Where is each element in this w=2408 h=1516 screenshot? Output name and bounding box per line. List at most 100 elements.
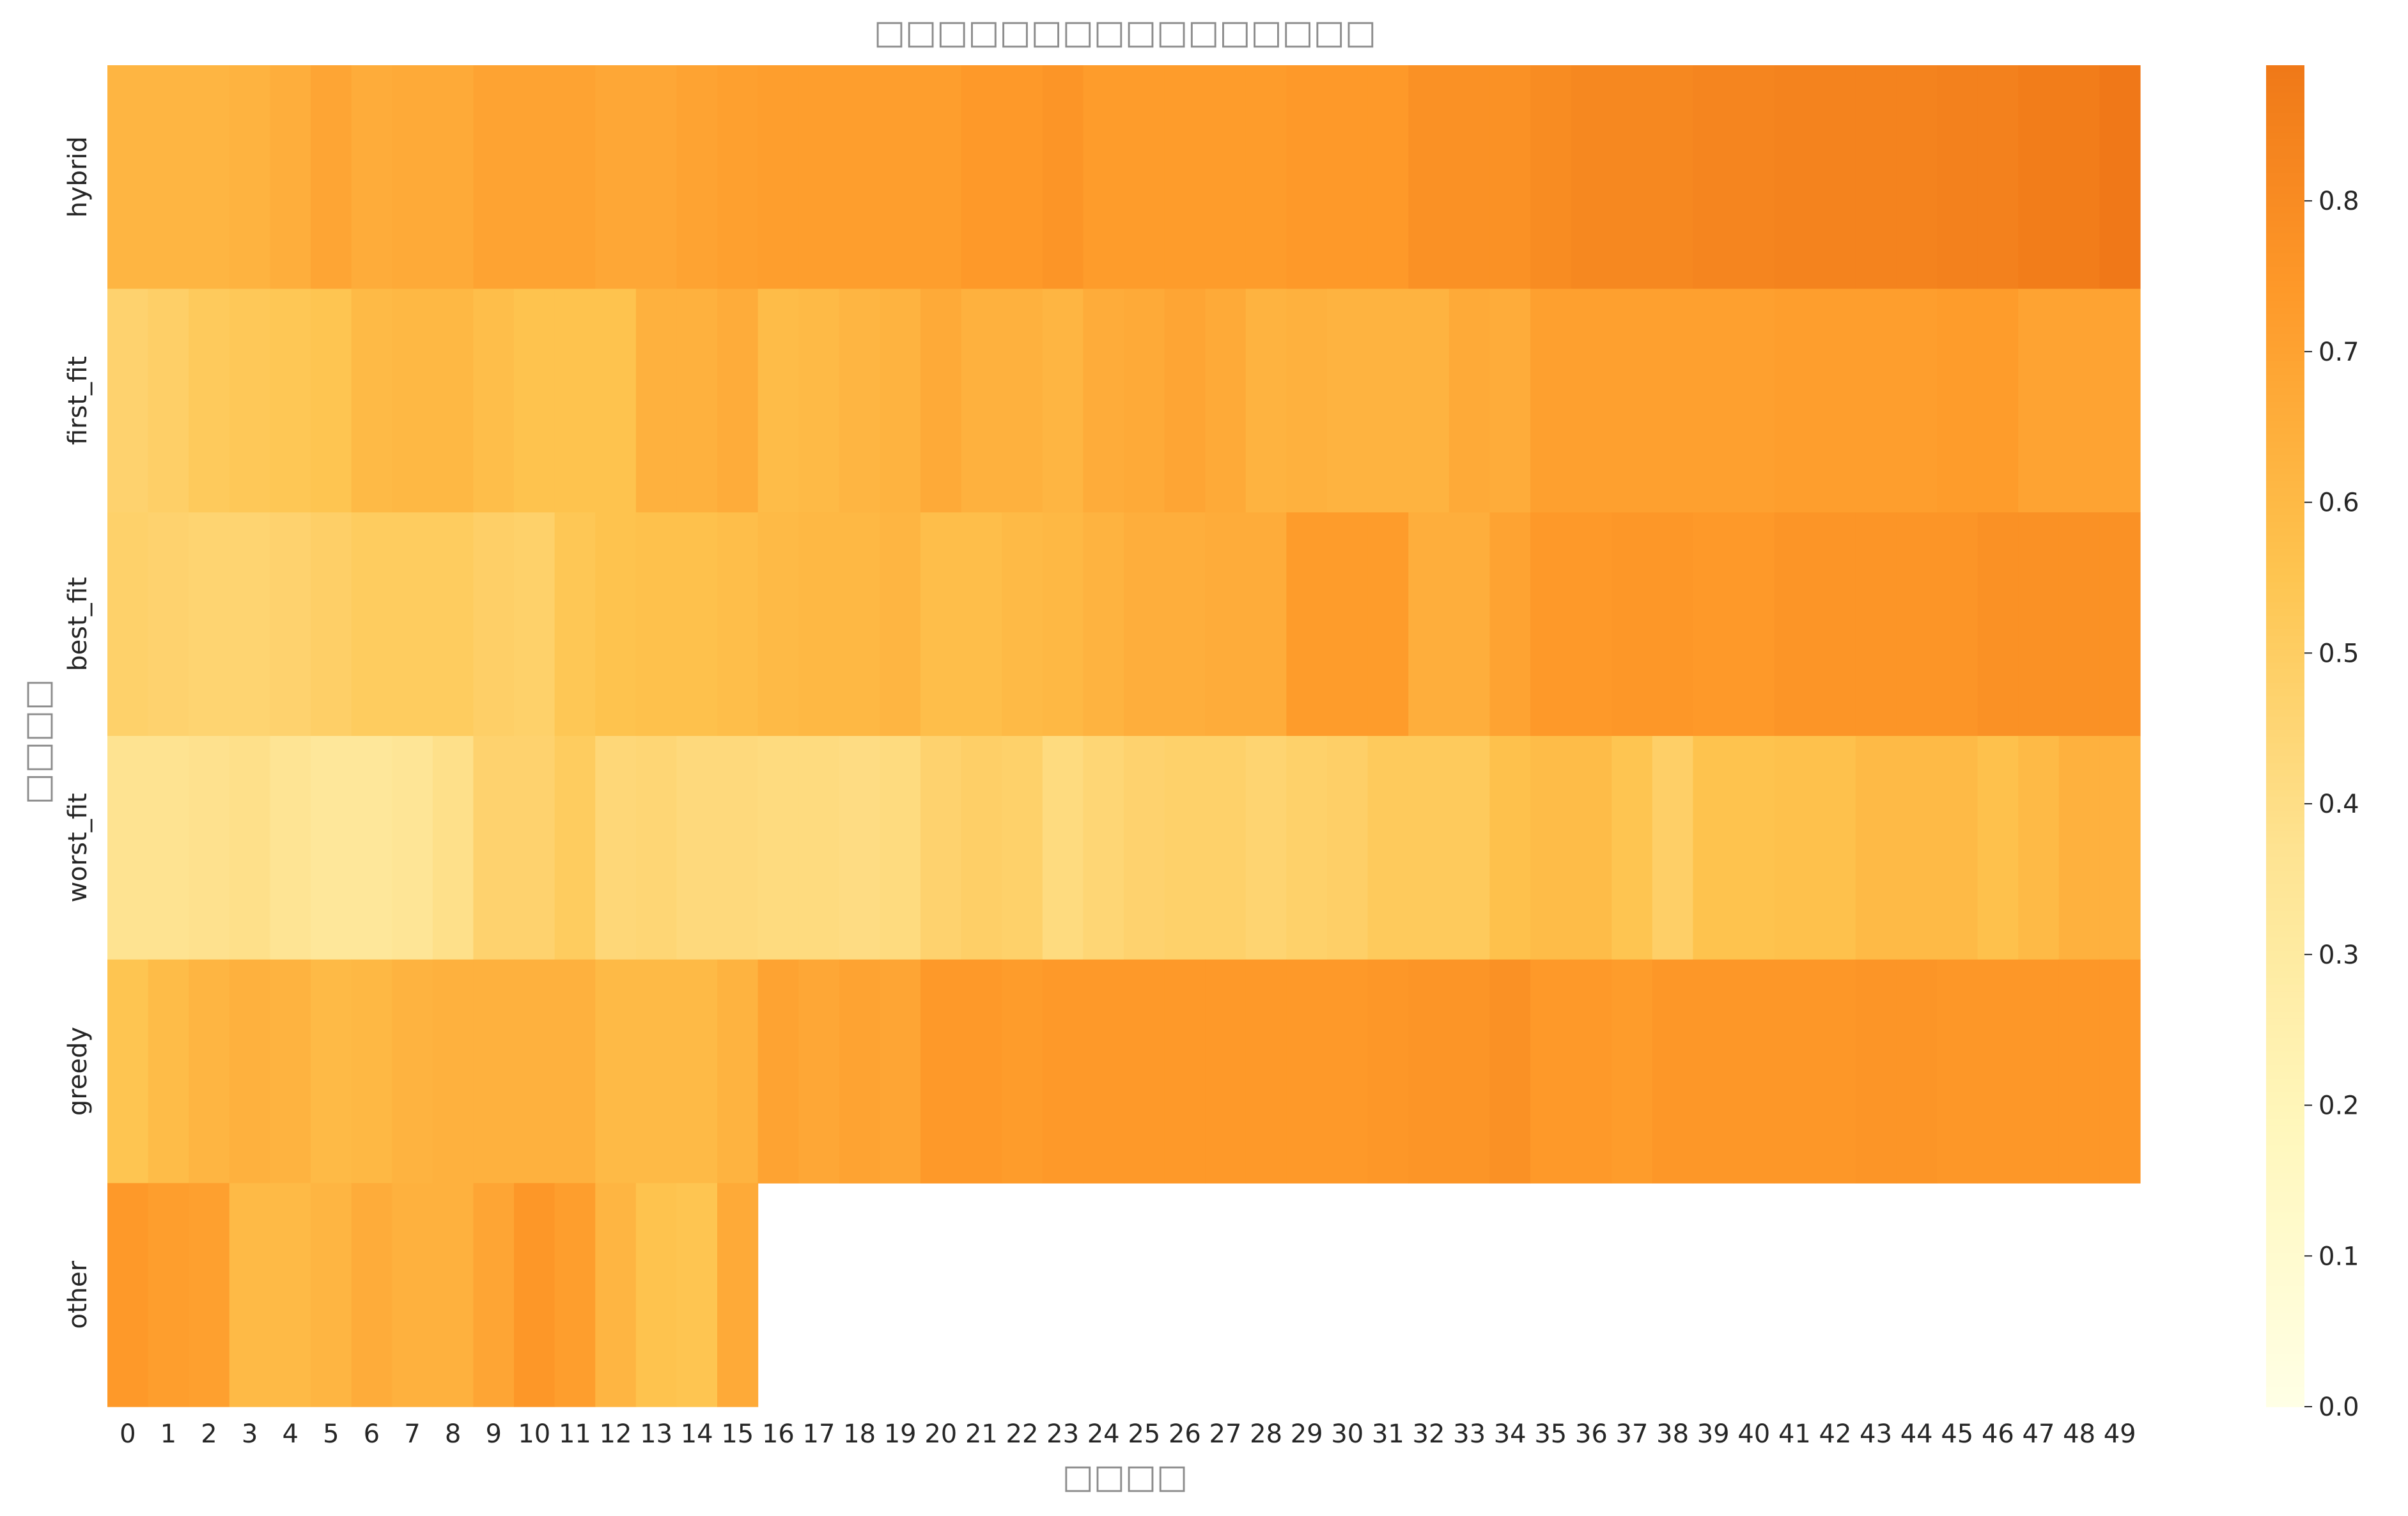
x-tick-label: 7 — [404, 1419, 420, 1449]
colorbar-segment — [2266, 723, 2304, 730]
heatmap-cell-first_fit-31 — [1367, 288, 1409, 513]
heatmap-cell-best_fit-45 — [1937, 512, 1978, 737]
heatmap-cell-best_fit-31 — [1367, 512, 1409, 737]
colorbar-segment — [2266, 1239, 2304, 1247]
colorbar-segment — [2266, 796, 2304, 804]
colorbar-segment — [2266, 923, 2304, 932]
heatmap-cell-first_fit-17 — [798, 288, 840, 513]
colorbar-segment — [2266, 1326, 2304, 1334]
heatmap-cell-best_fit-7 — [392, 512, 433, 737]
colorbar-segment — [2266, 1058, 2304, 1065]
colorbar-segment — [2266, 266, 2304, 274]
heatmap-cell-hybrid-38 — [1652, 65, 1693, 290]
heatmap-cell-worst_fit-17 — [798, 736, 840, 960]
x-tick-label: 33 — [1453, 1419, 1486, 1449]
heatmap-cell-best_fit-3 — [229, 512, 270, 737]
heatmap-cell-best_fit-23 — [1042, 512, 1084, 737]
heatmap-cell-greedy-44 — [1896, 959, 1938, 1184]
heatmap-cell-hybrid-0 — [107, 65, 149, 290]
colorbar-segment — [2266, 756, 2304, 763]
colorbar-segment — [2266, 1031, 2304, 1038]
colorbar-segment — [2266, 91, 2304, 100]
x-axis-label: □□□□ — [1062, 1458, 1188, 1496]
heatmap-cell-worst_fit-2 — [189, 736, 230, 960]
y-tick-label: greedy — [63, 1027, 93, 1116]
heatmap-cell-worst_fit-22 — [1002, 736, 1043, 960]
heatmap-cell-greedy-15 — [717, 959, 759, 1184]
colorbar-tick-label: 0.7 — [2319, 338, 2359, 367]
colorbar-segment — [2266, 662, 2304, 669]
x-tick-label: 31 — [1372, 1419, 1404, 1449]
heatmap-cell-hybrid-19 — [880, 65, 921, 290]
colorbar: 0.0 0.1 0.2 0.3 0.4 0.5 0.6 0.7 0.8 — [2266, 65, 2359, 1422]
heatmap-cell-best_fit-12 — [595, 512, 637, 737]
colorbar-segment — [2266, 541, 2304, 549]
colorbar-segment — [2266, 655, 2304, 663]
heatmap-cell-hybrid-20 — [920, 65, 962, 290]
colorbar-tick-label: 0.0 — [2319, 1393, 2359, 1422]
heatmap-cell-hybrid-8 — [432, 65, 474, 290]
heatmap-cell-worst_fit-8 — [432, 736, 474, 960]
heatmap-cell-worst_fit-24 — [1083, 736, 1124, 960]
heatmap-cell-best_fit-8 — [432, 512, 474, 737]
heatmap-cell-greedy-42 — [1815, 959, 1856, 1184]
heatmap-cell-worst_fit-33 — [1449, 736, 1490, 960]
colorbar-segment — [2266, 85, 2304, 93]
colorbar-segment — [2266, 447, 2304, 455]
heatmap-cell-worst_fit-16 — [757, 736, 799, 960]
colorbar-segment — [2266, 354, 2304, 361]
heatmap-cell-hybrid-47 — [2018, 65, 2060, 290]
heatmap-cell-greedy-24 — [1083, 959, 1124, 1184]
y-tick-label: other — [63, 1260, 93, 1329]
colorbar-segment — [2266, 615, 2304, 623]
heatmap-cell-best_fit-19 — [880, 512, 921, 737]
y-tick-label: hybrid — [63, 136, 93, 217]
colorbar-segment — [2266, 145, 2304, 153]
heatmap-cell-worst_fit-49 — [2099, 736, 2141, 960]
heatmap-cell-hybrid-26 — [1164, 65, 1206, 290]
heatmap-cell-greedy-45 — [1937, 959, 1978, 1184]
heatmap-cell-first_fit-48 — [2058, 288, 2100, 513]
colorbar-segment — [2266, 172, 2304, 180]
heatmap-cell-worst_fit-4 — [270, 736, 311, 960]
colorbar-segment — [2266, 736, 2304, 744]
heatmap-cell-worst_fit-14 — [676, 736, 718, 960]
colorbar-segment — [2266, 802, 2304, 811]
heatmap-cell-best_fit-48 — [2058, 512, 2100, 737]
colorbar-segment — [2266, 192, 2304, 200]
colorbar-segment — [2266, 1299, 2304, 1307]
colorbar-segment — [2266, 823, 2304, 831]
colorbar-segment — [2266, 1225, 2304, 1233]
x-tick-label: 46 — [1982, 1419, 2014, 1449]
x-tick-label: 4 — [282, 1419, 298, 1449]
colorbar-segment — [2266, 98, 2304, 106]
x-tick-label: 28 — [1250, 1419, 1282, 1449]
heatmap-cell-greedy-35 — [1530, 959, 1572, 1184]
heatmap-cell-best_fit-28 — [1245, 512, 1287, 737]
colorbar-segment — [2266, 1165, 2304, 1173]
heatmap-cell-greedy-41 — [1774, 959, 1815, 1184]
heatmap-cell-best_fit-20 — [920, 512, 962, 737]
heatmap-cell-greedy-22 — [1002, 959, 1043, 1184]
colorbar-segment — [2266, 990, 2304, 998]
colorbar-segment — [2266, 1400, 2304, 1407]
heatmap-cell-greedy-8 — [432, 959, 474, 1184]
heatmap-cell-greedy-9 — [473, 959, 515, 1184]
colorbar-segment — [2266, 1051, 2304, 1059]
heatmap-cell-hybrid-18 — [839, 65, 880, 290]
heatmap-cell-first_fit-25 — [1124, 288, 1165, 513]
x-tick-label: 38 — [1656, 1419, 1689, 1449]
colorbar-segment — [2266, 1366, 2304, 1374]
heatmap-cell-first_fit-24 — [1083, 288, 1124, 513]
colorbar-segment — [2266, 246, 2304, 254]
heatmap-cell-first_fit-29 — [1286, 288, 1328, 513]
colorbar-segment — [2266, 682, 2304, 690]
heatmap-cell-best_fit-47 — [2018, 512, 2060, 737]
colorbar-segment — [2266, 1145, 2304, 1153]
colorbar-segment — [2266, 629, 2304, 636]
colorbar-segment — [2266, 400, 2304, 408]
heatmap-cell-hybrid-32 — [1408, 65, 1450, 290]
colorbar-segment — [2266, 306, 2304, 314]
colorbar-segment — [2266, 139, 2304, 146]
colorbar-segment — [2266, 883, 2304, 891]
